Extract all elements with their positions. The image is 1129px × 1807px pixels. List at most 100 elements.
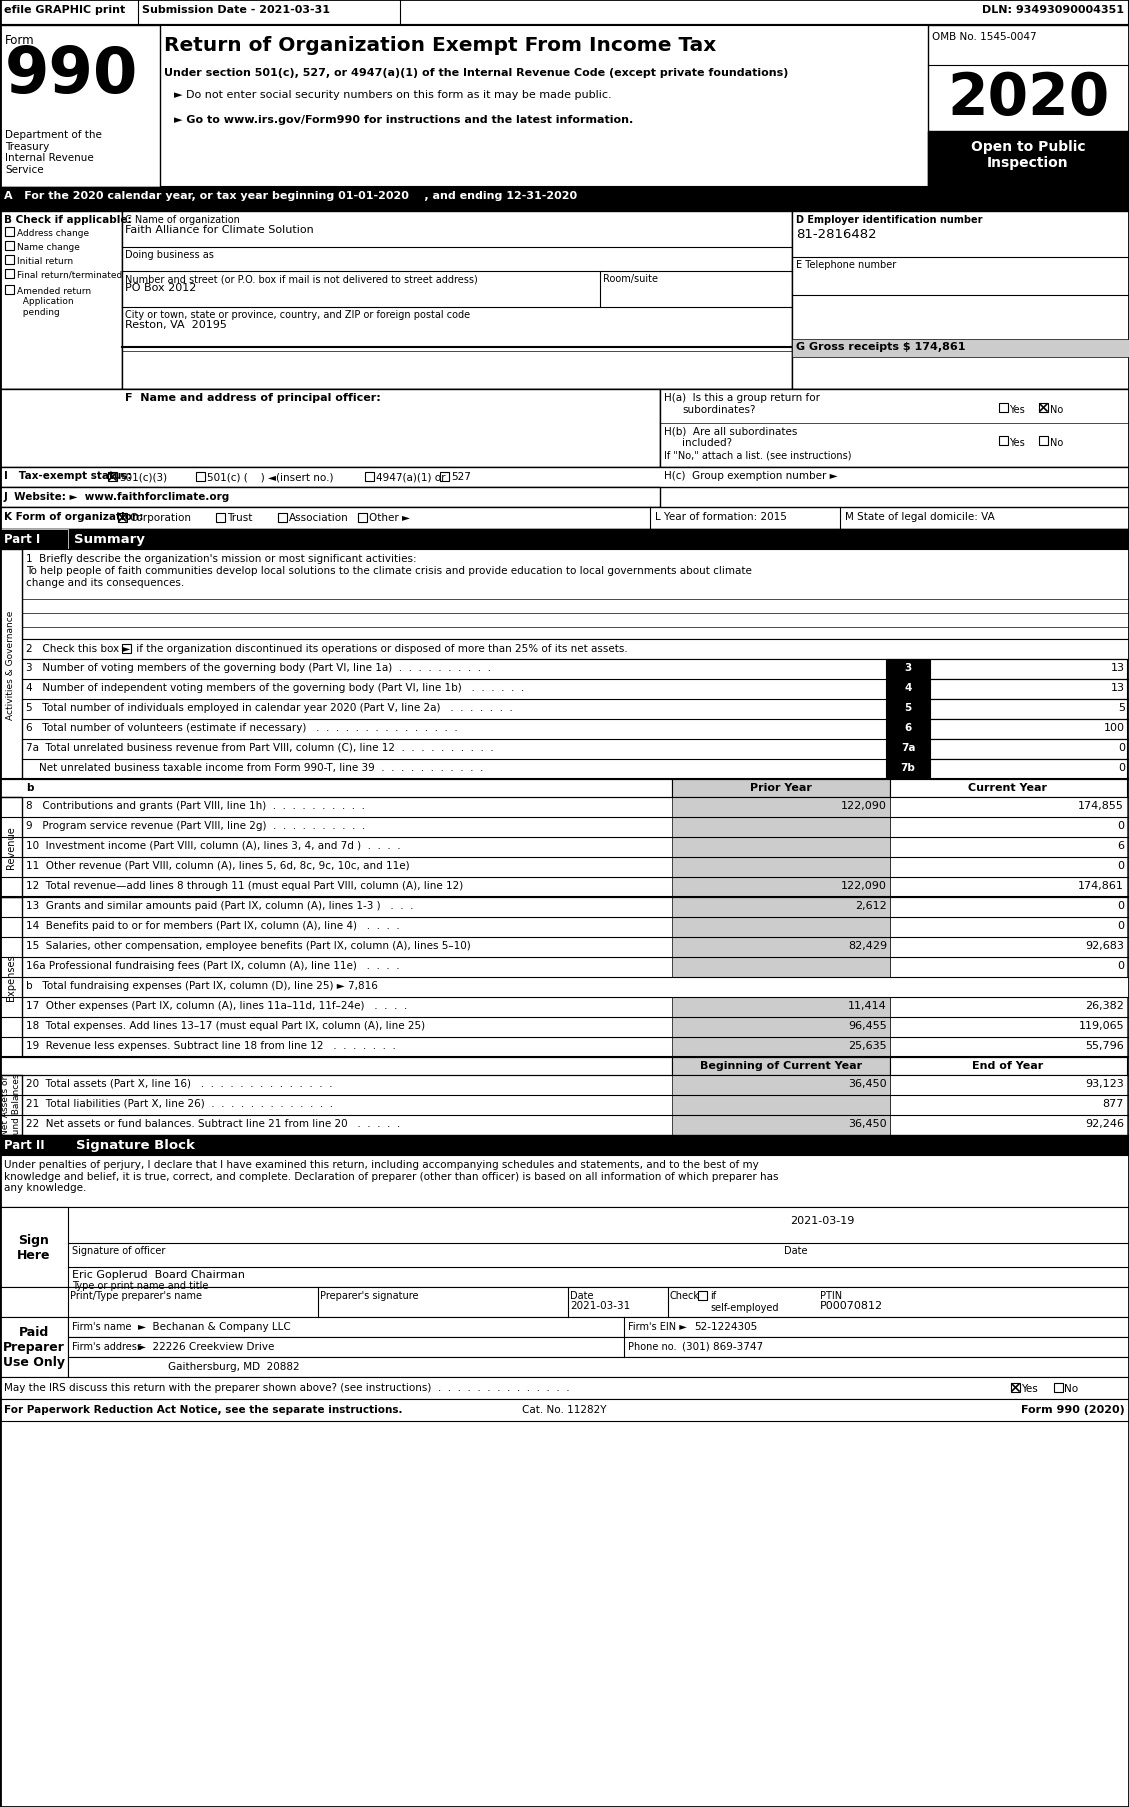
Text: E Telephone number: E Telephone number	[796, 260, 896, 269]
Text: Net Assets or
Fund Balances: Net Assets or Fund Balances	[1, 1073, 20, 1138]
Text: If "No," attach a list. (see instructions): If "No," attach a list. (see instruction…	[664, 450, 851, 459]
Bar	[672, 1115, 890, 1135]
Text: Other ►: Other ►	[369, 513, 410, 522]
Text: End of Year: End of Year	[972, 1061, 1043, 1070]
Bar	[68, 1337, 1129, 1357]
Bar	[21, 719, 886, 739]
Bar	[0, 1207, 1129, 1287]
Bar	[890, 997, 1127, 1017]
Text: if the organization discontinued its operations or disposed of more than 25% of : if the organization discontinued its ope…	[133, 643, 628, 654]
Text: 9   Program service revenue (Part VIII, line 2g)  .  .  .  .  .  .  .  .  .  .: 9 Program service revenue (Part VIII, li…	[26, 820, 366, 831]
Text: (301) 869-3747: (301) 869-3747	[682, 1341, 763, 1352]
Text: 81-2816482: 81-2816482	[796, 228, 876, 240]
Bar	[0, 390, 660, 468]
Bar	[890, 858, 1127, 878]
Bar	[0, 0, 1129, 25]
Text: ► Go to www.irs.gov/Form990 for instructions and the latest information.: ► Go to www.irs.gov/Form990 for instruct…	[174, 116, 633, 125]
Bar	[672, 858, 890, 878]
Text: 13: 13	[1111, 683, 1124, 692]
Bar	[0, 211, 1129, 390]
Bar	[0, 25, 1129, 188]
Bar	[0, 797, 21, 898]
Bar	[0, 1399, 1129, 1422]
Bar	[672, 878, 890, 898]
Text: Address change: Address change	[17, 229, 89, 239]
Bar	[890, 958, 1127, 978]
Bar	[930, 679, 1127, 699]
Text: 17  Other expenses (Part IX, column (A), lines 11a–11d, 11f–24e)   .  .  .  .: 17 Other expenses (Part IX, column (A), …	[26, 1001, 408, 1010]
Bar	[68, 1357, 1129, 1377]
Text: efile GRAPHIC print: efile GRAPHIC print	[5, 5, 125, 14]
Text: May the IRS discuss this return with the preparer shown above? (see instructions: May the IRS discuss this return with the…	[5, 1382, 570, 1391]
Bar	[999, 403, 1008, 412]
Bar	[119, 513, 126, 522]
Bar	[21, 759, 886, 779]
Text: 2021-03-19: 2021-03-19	[790, 1216, 855, 1225]
Text: For Paperwork Reduction Act Notice, see the separate instructions.: For Paperwork Reduction Act Notice, see …	[5, 1404, 403, 1415]
Text: P00070812: P00070812	[820, 1301, 883, 1310]
Text: Net unrelated business taxable income from Form 990-T, line 39  .  .  .  .  .  .: Net unrelated business taxable income fr…	[26, 763, 483, 773]
Bar	[672, 1037, 890, 1057]
Text: 7a  Total unrelated business revenue from Part VIII, column (C), line 12  .  .  : 7a Total unrelated business revenue from…	[26, 743, 493, 752]
Text: 25,635: 25,635	[848, 1041, 887, 1050]
Bar	[890, 918, 1127, 938]
Text: if
self-employed: if self-employed	[710, 1290, 779, 1312]
Text: ►  Bechanan & Company LLC: ► Bechanan & Company LLC	[138, 1321, 291, 1332]
Bar	[5, 257, 14, 266]
Text: OMB No. 1545-0047: OMB No. 1545-0047	[933, 33, 1036, 42]
Bar	[886, 739, 930, 759]
Bar	[890, 1017, 1127, 1037]
Text: Eric Goplerud  Board Chairman: Eric Goplerud Board Chairman	[72, 1269, 245, 1279]
Text: Prior Year: Prior Year	[750, 782, 812, 793]
Text: Yes: Yes	[1021, 1382, 1038, 1393]
Text: Current Year: Current Year	[969, 782, 1048, 793]
Text: 100: 100	[1104, 723, 1124, 732]
Text: 877: 877	[1103, 1099, 1124, 1108]
Bar	[0, 25, 160, 188]
Bar	[672, 1095, 890, 1115]
Bar	[0, 1155, 1129, 1207]
Bar	[196, 473, 205, 482]
Bar	[216, 513, 225, 522]
Text: 122,090: 122,090	[841, 880, 887, 891]
Text: 5: 5	[1118, 703, 1124, 712]
Text: 0: 0	[1117, 900, 1124, 911]
Bar	[930, 719, 1127, 739]
Text: G Gross receipts $ 174,861: G Gross receipts $ 174,861	[796, 342, 965, 352]
Text: Date: Date	[570, 1290, 594, 1301]
Text: 0: 0	[1118, 763, 1124, 773]
Bar	[0, 779, 672, 797]
Text: Check: Check	[669, 1290, 700, 1301]
Bar	[21, 739, 886, 759]
Bar	[890, 797, 1127, 817]
Bar	[793, 340, 1129, 358]
Bar	[0, 898, 21, 1057]
Text: 2020: 2020	[947, 70, 1109, 126]
Text: Firm's name: Firm's name	[72, 1321, 131, 1332]
Text: 22  Net assets or fund balances. Subtract line 21 from line 20   .  .  .  .  .: 22 Net assets or fund balances. Subtract…	[26, 1119, 401, 1128]
Text: H(a)  Is this a group return for: H(a) Is this a group return for	[664, 392, 820, 403]
Bar	[440, 473, 449, 482]
Text: Summary: Summary	[75, 533, 145, 546]
Text: Trust: Trust	[227, 513, 253, 522]
Bar	[5, 242, 14, 251]
Text: Form: Form	[5, 34, 35, 47]
Text: 92,246: 92,246	[1085, 1119, 1124, 1128]
Text: 7a: 7a	[901, 743, 916, 752]
Text: Firm's address: Firm's address	[72, 1341, 142, 1352]
Text: 8   Contributions and grants (Part VIII, line 1h)  .  .  .  .  .  .  .  .  .  .: 8 Contributions and grants (Part VIII, l…	[26, 801, 365, 811]
Bar	[672, 779, 890, 797]
Text: No: No	[1064, 1382, 1078, 1393]
Text: 174,861: 174,861	[1078, 880, 1124, 891]
Bar	[890, 779, 1127, 797]
Bar	[122, 645, 131, 654]
Text: Date: Date	[784, 1245, 807, 1256]
Bar	[672, 938, 890, 958]
Bar	[999, 437, 1008, 446]
Bar	[672, 1075, 890, 1095]
Bar	[890, 1095, 1127, 1115]
Bar	[793, 211, 1129, 390]
Bar	[0, 529, 68, 549]
Bar	[1010, 1382, 1019, 1391]
Bar	[0, 529, 1129, 549]
